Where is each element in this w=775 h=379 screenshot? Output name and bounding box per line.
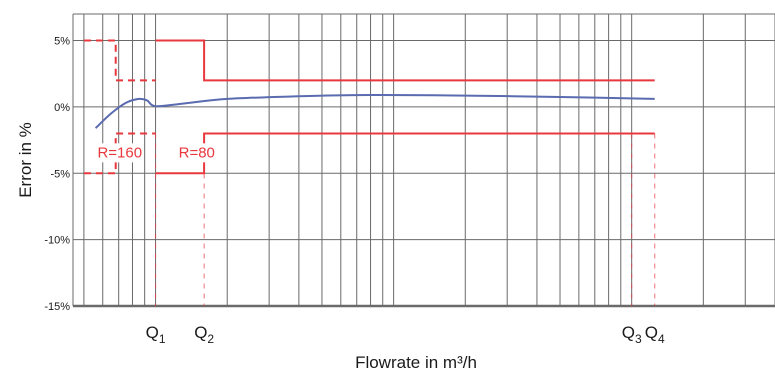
q-marker-label: Q1 bbox=[146, 323, 166, 346]
limit-R160-upper-line bbox=[83, 39, 156, 82]
y-tick-label: 0% bbox=[54, 102, 70, 114]
y-tick-label: -15% bbox=[44, 301, 70, 313]
error-curve bbox=[94, 93, 655, 129]
limit-R80-upper-line bbox=[155, 39, 655, 82]
annotation-background bbox=[176, 143, 213, 163]
r-annotation: R=160 bbox=[97, 144, 142, 161]
y-tick-label: -5% bbox=[50, 168, 70, 180]
grid bbox=[72, 13, 775, 308]
y-tick-label: -10% bbox=[44, 235, 70, 247]
y-axis-title: Error in % bbox=[16, 122, 35, 198]
x-axis-title: Flowrate in m³/h bbox=[355, 353, 477, 372]
error-curve-line bbox=[94, 93, 655, 129]
q-marker-label: Q3 bbox=[622, 323, 642, 346]
y-tick-label: 5% bbox=[54, 36, 70, 48]
r-annotation: R=80 bbox=[179, 144, 215, 161]
q-marker-label: Q2 bbox=[194, 323, 214, 346]
annotation-background bbox=[95, 143, 141, 163]
q-marker-label: Q4 bbox=[645, 323, 665, 346]
labels: 5% 0% -5% -10% -15% Q1 Q2 Q3 Q4 R=160 R=80 bbox=[44, 36, 665, 346]
limit-R80-lower-line bbox=[155, 132, 655, 175]
